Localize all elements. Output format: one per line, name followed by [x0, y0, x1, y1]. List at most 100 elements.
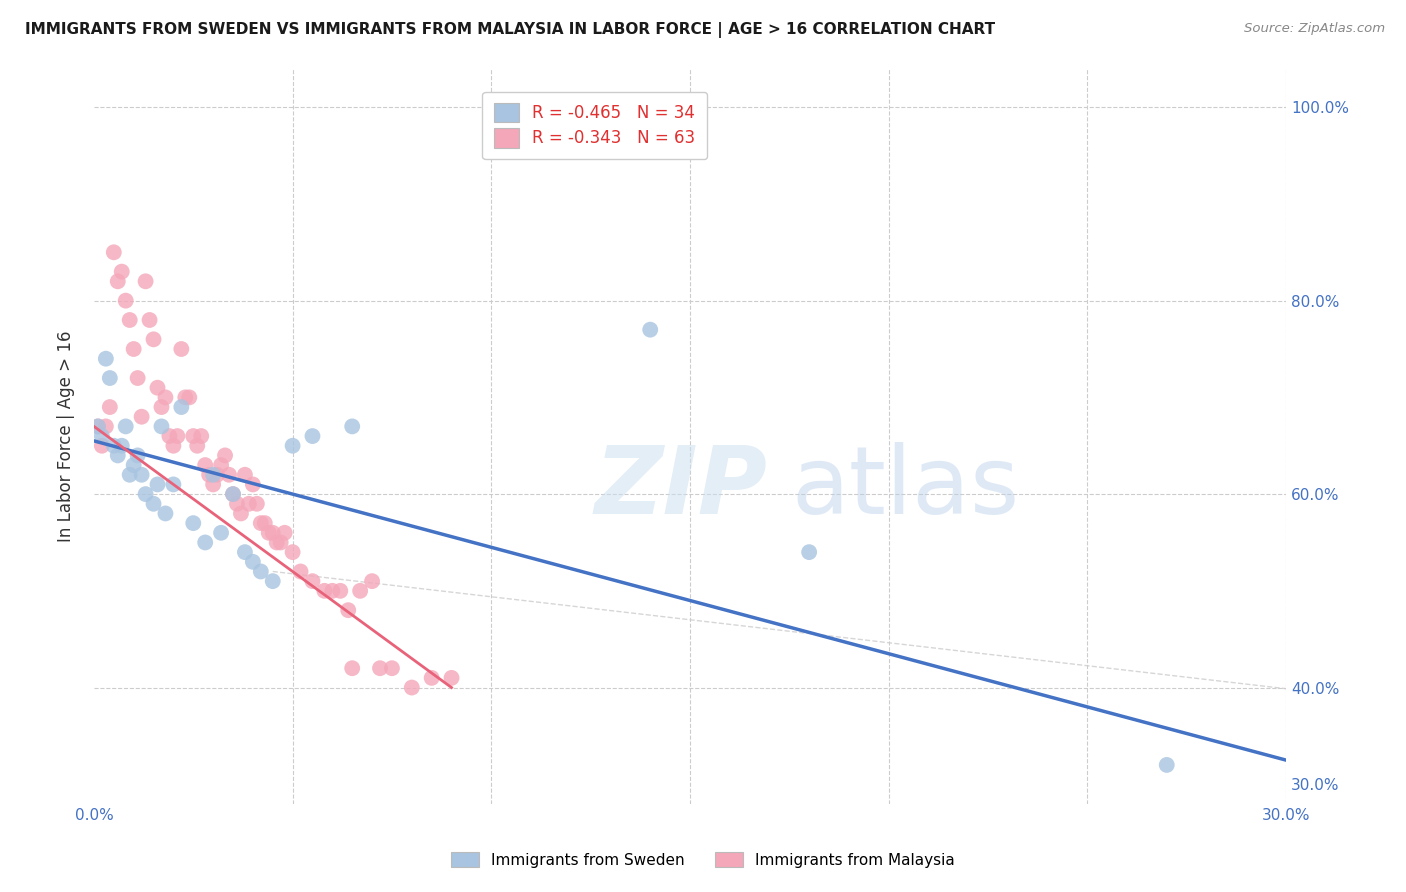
Point: [381, 661, 404, 675]
Point: [340, 661, 363, 675]
Point: [118, 313, 141, 327]
Point: [250, 565, 273, 579]
Point: [222, 487, 245, 501]
Point: [170, 400, 193, 414]
Point: [202, 477, 225, 491]
Point: [98, 400, 121, 414]
Point: [90, 429, 112, 443]
Point: [155, 390, 177, 404]
Point: [194, 535, 217, 549]
Point: [155, 507, 177, 521]
Point: [262, 525, 284, 540]
Point: [135, 274, 157, 288]
Text: Source: ZipAtlas.com: Source: ZipAtlas.com: [1244, 22, 1385, 36]
Point: [179, 390, 201, 404]
Point: [122, 458, 145, 472]
Point: [186, 439, 208, 453]
Point: [440, 671, 463, 685]
Point: [87, 419, 110, 434]
Point: [229, 507, 252, 521]
Point: [87, 419, 110, 434]
Point: [170, 342, 193, 356]
Point: [242, 477, 264, 491]
Point: [174, 390, 197, 404]
Point: [107, 274, 129, 288]
Point: [94, 351, 117, 366]
Point: [114, 419, 136, 434]
Point: [321, 583, 343, 598]
Point: [111, 439, 134, 453]
Legend: Immigrants from Sweden, Immigrants from Malaysia: Immigrants from Sweden, Immigrants from …: [444, 844, 962, 875]
Point: [209, 525, 232, 540]
Point: [797, 545, 820, 559]
Point: [281, 439, 304, 453]
Point: [166, 429, 188, 443]
Point: [250, 516, 273, 530]
Point: [337, 603, 360, 617]
Point: [198, 467, 221, 482]
Point: [181, 516, 204, 530]
Point: [420, 671, 443, 685]
Point: [122, 342, 145, 356]
Point: [361, 574, 384, 589]
Point: [190, 429, 212, 443]
Point: [257, 525, 280, 540]
Point: [107, 449, 129, 463]
Point: [290, 565, 312, 579]
Point: [118, 467, 141, 482]
Point: [205, 467, 228, 482]
Point: [127, 449, 149, 463]
Point: [127, 371, 149, 385]
Point: [103, 245, 125, 260]
Point: [262, 574, 284, 589]
Point: [281, 545, 304, 559]
Legend: R = -0.465   N = 34, R = -0.343   N = 63: R = -0.465 N = 34, R = -0.343 N = 63: [482, 92, 707, 159]
Point: [114, 293, 136, 308]
Point: [340, 419, 363, 434]
Point: [226, 497, 249, 511]
Text: ZIP: ZIP: [595, 442, 768, 533]
Point: [253, 516, 276, 530]
Point: [150, 419, 173, 434]
Point: [401, 681, 423, 695]
Point: [162, 439, 184, 453]
Point: [270, 535, 292, 549]
Point: [233, 545, 256, 559]
Point: [135, 487, 157, 501]
Point: [314, 583, 336, 598]
Point: [214, 449, 236, 463]
Point: [194, 458, 217, 472]
Point: [142, 497, 165, 511]
Point: [150, 400, 173, 414]
Point: [142, 332, 165, 346]
Point: [368, 661, 391, 675]
Point: [1156, 758, 1178, 772]
Text: atlas: atlas: [792, 442, 1019, 533]
Y-axis label: In Labor Force | Age > 16: In Labor Force | Age > 16: [58, 330, 75, 541]
Point: [233, 467, 256, 482]
Point: [301, 429, 323, 443]
Point: [209, 458, 232, 472]
Point: [94, 419, 117, 434]
Point: [90, 439, 112, 453]
Point: [131, 409, 153, 424]
Point: [131, 467, 153, 482]
Point: [103, 439, 125, 453]
Point: [146, 381, 169, 395]
Point: [349, 583, 371, 598]
Point: [238, 497, 260, 511]
Point: [266, 535, 288, 549]
Text: IMMIGRANTS FROM SWEDEN VS IMMIGRANTS FROM MALAYSIA IN LABOR FORCE | AGE > 16 COR: IMMIGRANTS FROM SWEDEN VS IMMIGRANTS FRO…: [25, 22, 995, 38]
Point: [301, 574, 323, 589]
Point: [273, 525, 295, 540]
Point: [638, 323, 661, 337]
Point: [218, 467, 240, 482]
Point: [146, 477, 169, 491]
Point: [242, 555, 264, 569]
Point: [159, 429, 181, 443]
Point: [222, 487, 245, 501]
Point: [111, 265, 134, 279]
Point: [202, 467, 225, 482]
Point: [162, 477, 184, 491]
Point: [246, 497, 269, 511]
